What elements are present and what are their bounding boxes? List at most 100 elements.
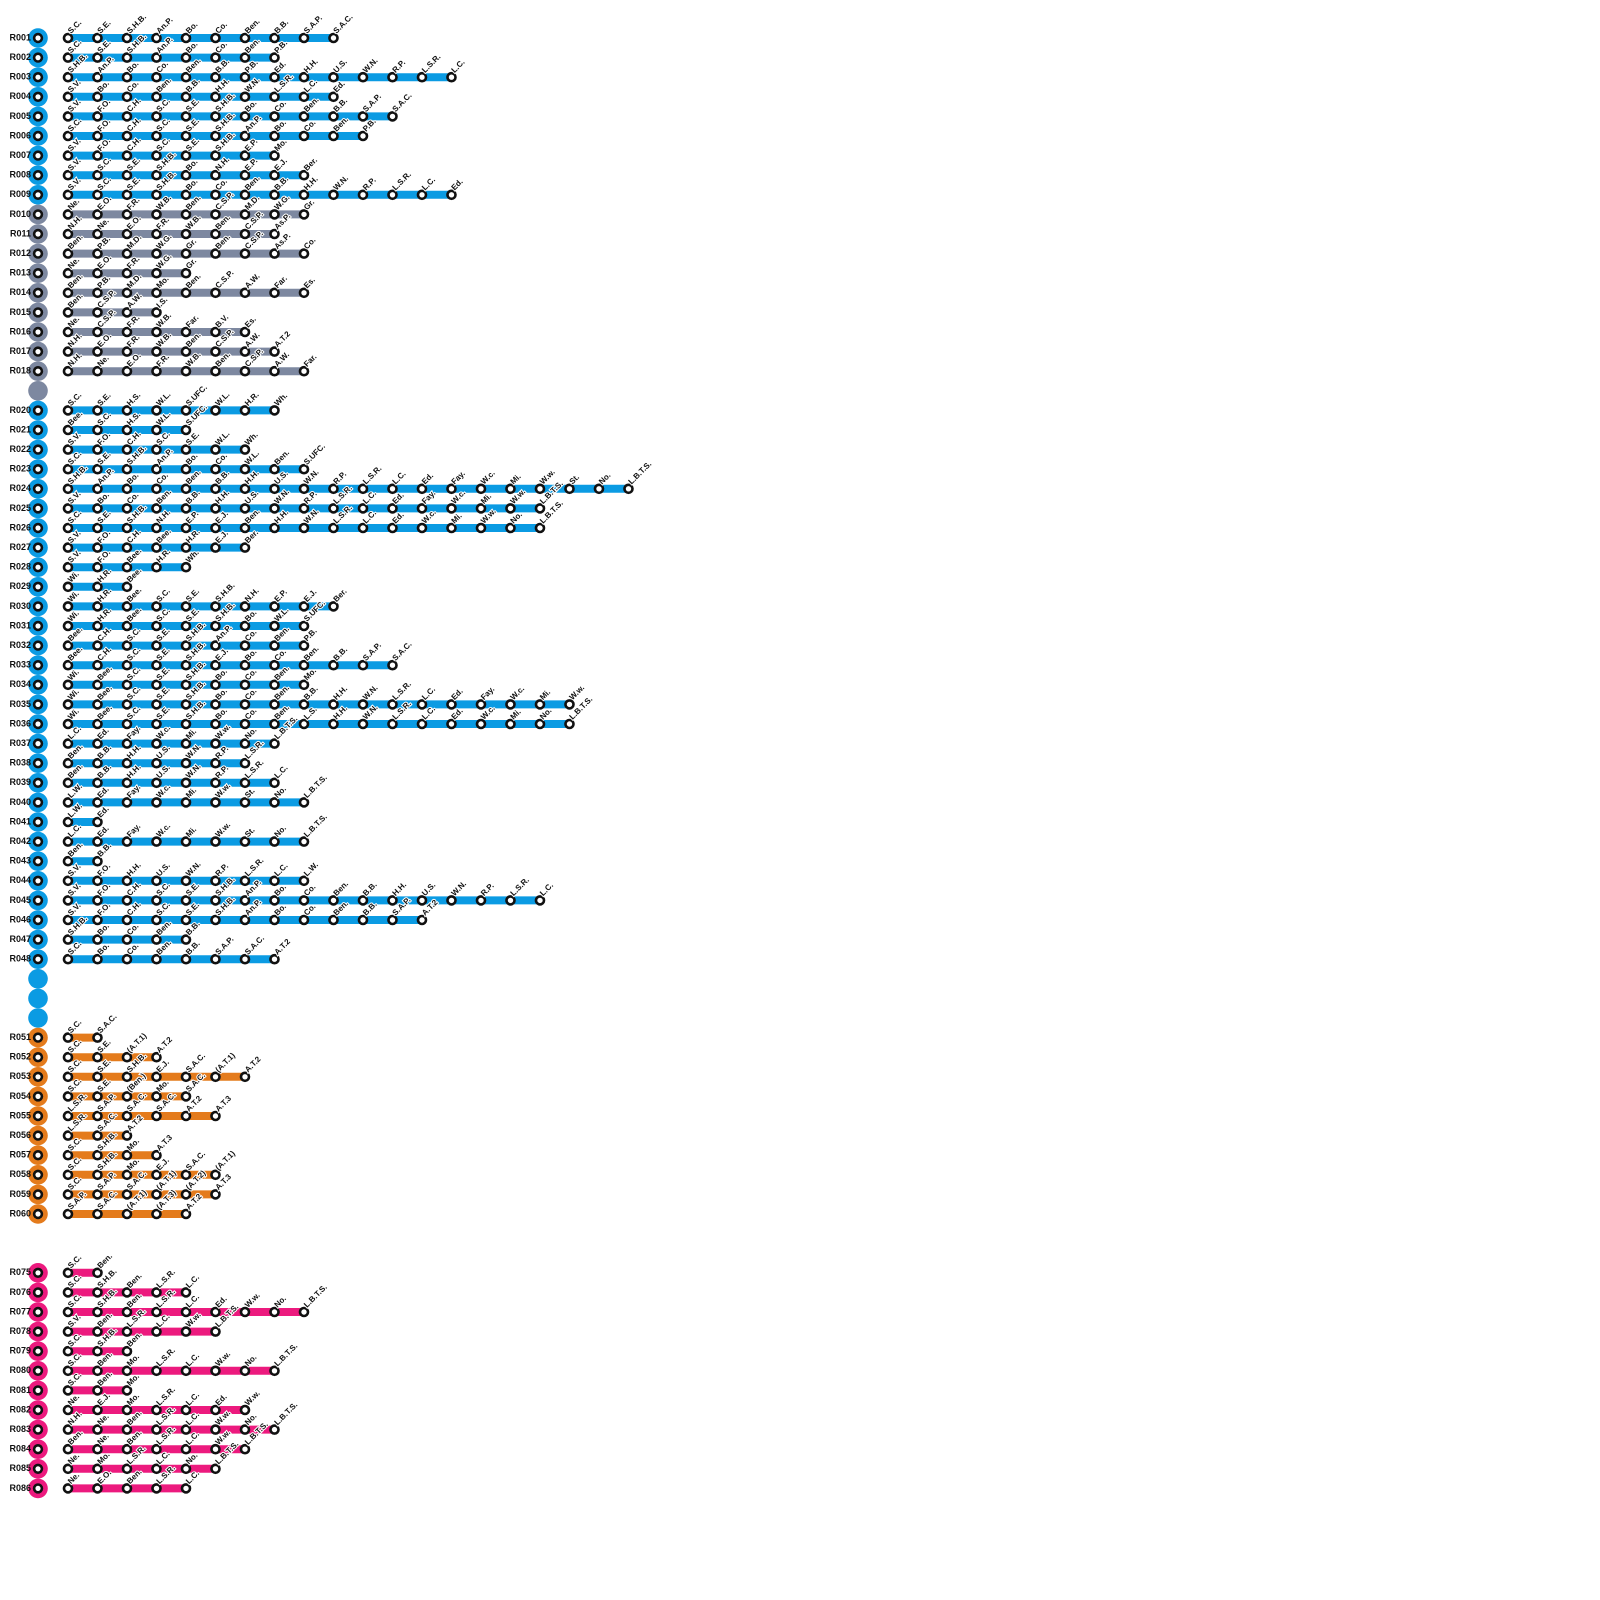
stop-label: L.B.T.S.	[627, 459, 654, 486]
route-id: R025	[9, 503, 31, 513]
stop	[269, 601, 280, 612]
stop	[239, 189, 251, 201]
stop	[269, 483, 280, 495]
route-id: R027	[9, 542, 31, 552]
route-marker	[28, 969, 48, 989]
stop	[239, 463, 251, 475]
stop	[121, 91, 133, 103]
stop	[151, 52, 162, 63]
stop	[62, 1463, 74, 1475]
stop	[180, 169, 192, 181]
stop	[121, 1189, 133, 1200]
stop	[62, 405, 74, 416]
stop-label: S.UFC.	[302, 442, 327, 467]
stop	[92, 71, 103, 83]
stop	[121, 444, 133, 455]
route-marker-center	[35, 368, 41, 374]
stop	[62, 1306, 74, 1318]
stop	[446, 718, 457, 730]
stop	[92, 483, 103, 495]
stop	[210, 503, 221, 514]
stop	[564, 483, 575, 495]
route-marker-center	[35, 153, 41, 159]
stop	[92, 444, 103, 455]
stop	[269, 130, 280, 142]
route-marker-center	[35, 1387, 41, 1393]
route-marker-center	[35, 1368, 41, 1374]
stop	[121, 542, 133, 553]
stop	[210, 326, 221, 338]
stop	[92, 601, 103, 612]
stop	[180, 601, 192, 612]
route-id: R041	[9, 816, 31, 826]
route-marker-center	[35, 1427, 41, 1433]
stop	[62, 463, 74, 475]
stop-label: L.C.	[450, 58, 467, 75]
stop	[92, 581, 103, 593]
stop	[239, 346, 251, 357]
stop-label: Wh.	[243, 430, 260, 447]
stop	[62, 640, 74, 651]
stop	[121, 1345, 133, 1357]
stop	[121, 1091, 133, 1102]
stop	[92, 307, 103, 318]
stop-label: S.A.C.	[96, 1012, 119, 1035]
route-id: R004	[9, 91, 31, 101]
stop	[416, 522, 428, 534]
route-marker-center	[35, 133, 41, 139]
stop	[446, 503, 457, 514]
route-id: R035	[9, 699, 31, 709]
stop	[151, 1424, 162, 1435]
stop	[62, 914, 74, 926]
stop	[239, 836, 251, 847]
stop	[62, 150, 74, 161]
stop	[92, 130, 103, 142]
stop	[62, 130, 74, 142]
stop	[121, 326, 133, 338]
stop	[62, 1483, 74, 1494]
route-marker-center	[35, 270, 41, 276]
stop	[180, 620, 192, 632]
stop	[210, 209, 221, 220]
stop	[62, 836, 74, 847]
route-marker-center	[35, 741, 41, 747]
stop	[416, 483, 428, 495]
stop	[121, 601, 133, 612]
stop-label: W.N.	[361, 56, 380, 75]
stop-label: H.S.	[125, 390, 142, 407]
stop	[121, 267, 133, 279]
route-marker-center	[35, 1093, 41, 1099]
route-id: R047	[9, 934, 31, 944]
stop-label: W.N.	[450, 879, 469, 898]
stop-label: W.N.	[184, 860, 203, 879]
stop	[210, 71, 221, 83]
stop	[62, 267, 74, 279]
route-id: R021	[9, 424, 31, 434]
route-id: R033	[9, 660, 31, 670]
stop	[239, 130, 251, 142]
stop	[151, 463, 162, 475]
stop-label: H.H.	[302, 57, 320, 75]
stop	[269, 503, 280, 514]
stop-label: L.C.	[184, 1351, 201, 1368]
route-id: R018	[9, 366, 31, 376]
stop	[269, 287, 280, 299]
route-marker-center	[35, 1074, 41, 1080]
stop	[151, 699, 162, 710]
stop	[62, 1032, 74, 1043]
stop-label: L.S.R.	[155, 1346, 177, 1368]
route-marker-center	[35, 1191, 41, 1197]
stop	[151, 111, 162, 122]
stop	[328, 32, 339, 44]
stop	[298, 130, 310, 142]
stop	[92, 248, 103, 259]
stop	[239, 444, 251, 455]
stop-label: Fay.	[450, 469, 467, 486]
stop	[62, 581, 74, 593]
route-id: R077	[9, 1306, 31, 1316]
stop	[151, 444, 162, 455]
stop	[328, 503, 339, 514]
stop	[210, 1424, 221, 1435]
stop-label: S.A.P.	[361, 641, 383, 663]
stop	[475, 522, 487, 534]
